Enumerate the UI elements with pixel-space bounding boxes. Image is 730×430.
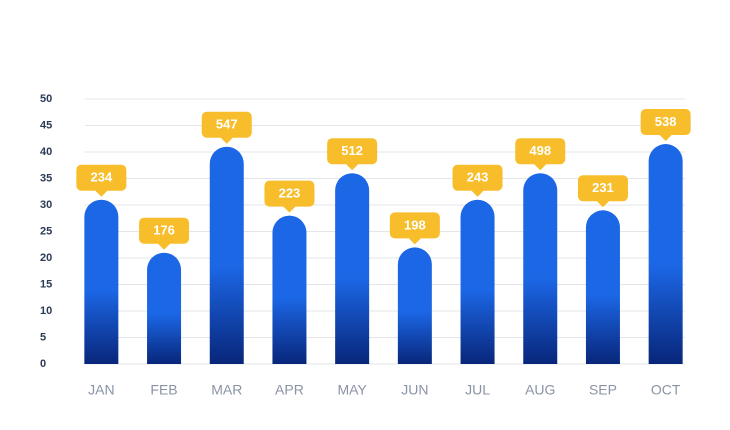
y-tick-label: 30 <box>40 199 52 211</box>
x-tick-label: FEB <box>150 382 177 398</box>
callout-bubble <box>201 111 252 144</box>
data-label: 198 <box>404 217 426 232</box>
bar <box>397 247 432 364</box>
callout-bubble <box>452 164 503 197</box>
y-tick-label: 10 <box>40 305 52 317</box>
bar <box>335 173 370 364</box>
data-label: 538 <box>655 114 677 129</box>
bar <box>585 210 620 364</box>
y-tick-label: 35 <box>40 172 52 184</box>
y-tick-label: 20 <box>40 252 52 264</box>
bar <box>272 215 307 364</box>
callout-bubble <box>640 109 691 142</box>
x-tick-label: JUL <box>465 382 490 398</box>
callout-bubble <box>264 180 315 213</box>
data-label: 498 <box>529 143 551 158</box>
x-tick-label: APR <box>275 382 304 398</box>
bar <box>84 199 119 364</box>
x-tick-label: JUN <box>401 382 428 398</box>
y-tick-label: 25 <box>40 225 52 237</box>
x-tick-label: OCT <box>651 382 681 398</box>
bar <box>648 144 683 364</box>
x-tick-label: MAY <box>337 382 367 398</box>
data-label: 243 <box>467 170 489 185</box>
callout-bubble <box>139 217 190 250</box>
bar <box>460 199 495 364</box>
callout-bubble <box>515 138 566 171</box>
y-tick-label: 50 <box>40 93 52 105</box>
bar <box>523 173 558 364</box>
x-tick-label: MAR <box>211 382 242 398</box>
data-label: 223 <box>279 186 301 201</box>
bar <box>147 252 182 364</box>
x-tick-label: AUG <box>525 382 555 398</box>
data-label: 231 <box>592 180 614 195</box>
y-tick-label: 45 <box>40 119 52 131</box>
y-tick-label: 40 <box>40 146 52 158</box>
callout-bubble <box>389 212 440 245</box>
callout-bubble <box>577 175 628 208</box>
y-tick-label: 5 <box>40 331 46 343</box>
data-label: 234 <box>90 170 112 185</box>
x-tick-label: JAN <box>88 382 114 398</box>
data-label: 512 <box>341 143 363 158</box>
callout-bubble <box>76 164 127 197</box>
x-tick-label: SEP <box>589 382 617 398</box>
y-tick-label: 0 <box>40 358 46 370</box>
callout-bubble <box>327 138 378 171</box>
data-label: 547 <box>216 117 238 132</box>
bar <box>209 146 244 364</box>
y-tick-label: 15 <box>40 278 52 290</box>
data-label: 176 <box>153 223 175 238</box>
